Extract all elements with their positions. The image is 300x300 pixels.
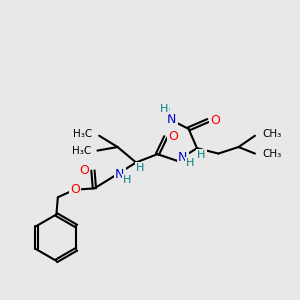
Text: H: H — [136, 164, 145, 173]
Text: O: O — [168, 130, 178, 143]
Text: H: H — [167, 119, 175, 129]
Text: O: O — [70, 183, 80, 196]
Text: N: N — [115, 168, 124, 181]
Text: O: O — [211, 114, 220, 127]
Text: H: H — [123, 175, 131, 185]
Text: H: H — [186, 158, 195, 168]
Text: H: H — [197, 150, 206, 160]
Text: CH₃: CH₃ — [262, 129, 282, 139]
Text: CH₃: CH₃ — [262, 148, 282, 159]
Text: H: H — [160, 104, 168, 114]
Text: O: O — [79, 164, 89, 177]
Text: N: N — [167, 112, 176, 126]
Text: N: N — [178, 151, 188, 164]
Text: H₃C: H₃C — [74, 129, 93, 139]
Text: H₃C: H₃C — [72, 146, 91, 156]
Text: H: H — [162, 107, 170, 117]
